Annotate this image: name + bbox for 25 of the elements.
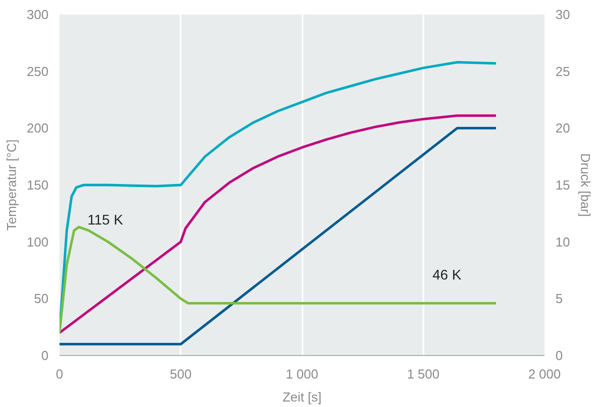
y2-tick-label: 0 [556, 348, 563, 363]
y2-tick-label: 5 [556, 291, 563, 306]
y-tick-label: 50 [34, 291, 49, 306]
y2-tick-label: 10 [556, 234, 570, 250]
x-axis-title: Zeit [s] [282, 390, 322, 404]
x-tick-label: 0 [56, 366, 64, 382]
y-tick-label: 100 [26, 234, 49, 250]
y2-tick-label: 20 [556, 120, 570, 136]
x-tick-label: 2 000 [528, 366, 561, 382]
line-series [60, 226, 498, 334]
y-tick-label: 250 [26, 64, 49, 79]
y-tick-label: 150 [26, 178, 49, 192]
x-tick-label: 1 500 [406, 366, 440, 382]
y2-tick-label: 15 [556, 178, 570, 192]
x-tick-label: 500 [170, 366, 192, 382]
y-tick-label: 300 [26, 7, 49, 22]
annotation: 46 K [432, 266, 462, 282]
y-tick-label: 0 [41, 348, 49, 363]
x-tick-label: 1 000 [286, 366, 318, 382]
y2-tick-label: 25 [556, 64, 570, 79]
annotation: 115 K [88, 212, 124, 228]
y-tick-label: 200 [26, 120, 49, 136]
y2-tick-label: 30 [556, 7, 570, 22]
y-axis-title: Temperatur [°C] [4, 139, 19, 231]
y2-axis-title: Druck [bar] [578, 153, 593, 217]
